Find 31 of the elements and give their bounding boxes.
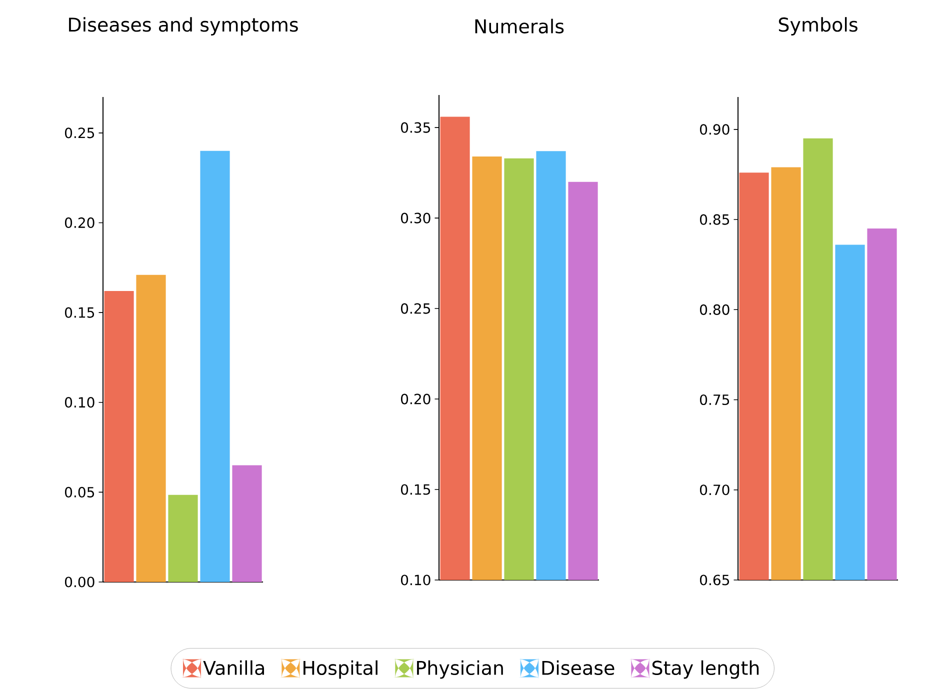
legend-label: Stay length [652, 660, 759, 679]
y-tick-label: 0.15 [64, 307, 94, 318]
y-tick-label: 0.80 [700, 304, 730, 315]
y-tick-label: 0.05 [64, 486, 94, 498]
bar [136, 274, 166, 582]
legend-label: Vanilla [203, 660, 264, 676]
legend-label: Physician [417, 660, 503, 679]
bar [168, 494, 198, 582]
y-tick-label: 0.85 [700, 214, 730, 225]
y-tick-label: 0.10 [400, 574, 430, 586]
y-tick-label: 0.35 [400, 122, 430, 133]
legend-label: Hospital [304, 660, 378, 679]
y-tick-label: 0.30 [400, 212, 430, 224]
legend-label: Disease [542, 660, 614, 676]
y-tick-label: 0.90 [700, 124, 730, 135]
y-tick-label: 0.10 [64, 397, 94, 408]
y-tick-label: 0.75 [700, 394, 730, 406]
chart-title: Diseases and symptoms [69, 17, 298, 36]
chart-title: Symbols [778, 17, 858, 36]
y-tick-label: 0.00 [64, 576, 94, 588]
y-tick-label: 0.65 [700, 574, 730, 586]
y-tick-label: 0.25 [400, 303, 430, 314]
chart-title: Numerals [475, 18, 564, 34]
y-tick-label: 0.25 [64, 128, 94, 138]
bar [104, 290, 134, 582]
y-tick-label: 0.20 [400, 394, 430, 404]
bar [232, 465, 262, 582]
bar [200, 150, 230, 582]
y-tick-label: 0.15 [400, 484, 430, 495]
y-tick-label: 0.70 [700, 484, 730, 496]
y-tick-label: 0.20 [64, 217, 94, 228]
